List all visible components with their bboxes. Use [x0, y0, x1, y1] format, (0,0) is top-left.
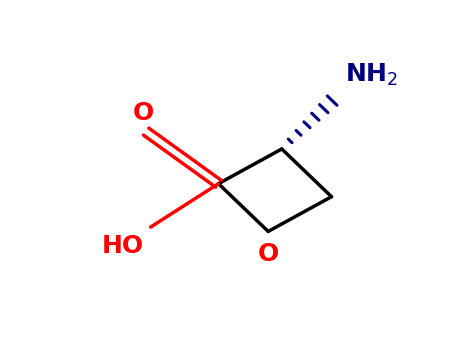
Text: O: O: [258, 242, 279, 266]
Text: HO: HO: [102, 233, 144, 258]
Text: O: O: [133, 101, 154, 125]
Text: NH$_2$: NH$_2$: [345, 62, 398, 88]
